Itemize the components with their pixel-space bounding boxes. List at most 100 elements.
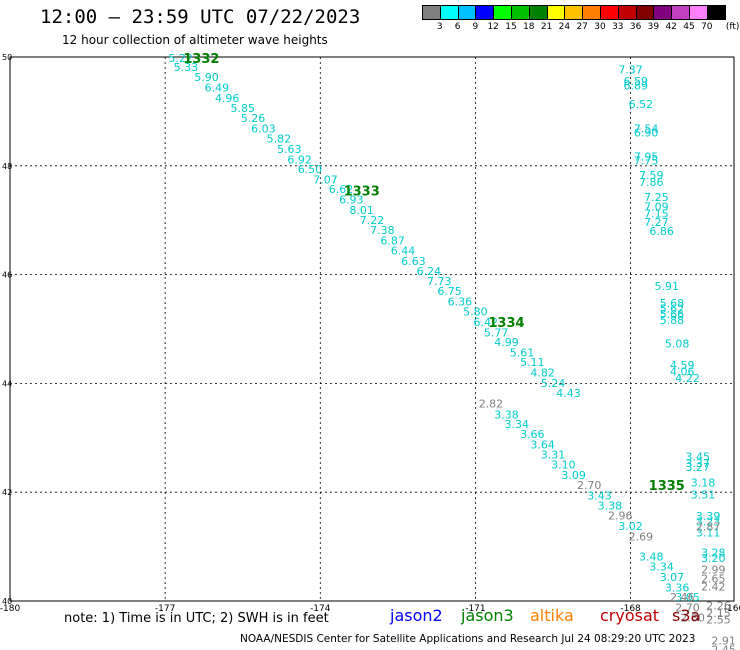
wave-height-label: 3.38 bbox=[494, 408, 519, 421]
wave-height-label: 7.22 bbox=[360, 214, 385, 227]
wave-height-label: 8.01 bbox=[349, 204, 374, 217]
wave-height-label: 3.39 bbox=[696, 510, 721, 523]
x-tick-label: -177 bbox=[155, 604, 175, 614]
wave-height-label: 3.34 bbox=[649, 561, 674, 574]
colorbar-tick-label: 30 bbox=[594, 22, 606, 32]
wave-height-label: 6.42 bbox=[474, 316, 499, 329]
wave-height-label: 6.86 bbox=[649, 225, 674, 238]
wave-height-label: 2.42 bbox=[701, 580, 726, 593]
wave-height-label: 2.87 bbox=[696, 520, 721, 533]
wave-height-label: 3.02 bbox=[618, 520, 643, 533]
orbit-number-label: 1335 bbox=[649, 479, 685, 494]
wave-height-label: 5.66 bbox=[660, 308, 685, 321]
wave-height-label: 2.91 bbox=[711, 635, 736, 648]
x-tick-label: -166 bbox=[724, 604, 740, 614]
wave-height-label: 6.36 bbox=[448, 295, 473, 308]
wave-height-label: 3.38 bbox=[598, 499, 623, 512]
wave-height-label: 6.90 bbox=[634, 127, 659, 140]
wave-height-label: 5.33 bbox=[174, 61, 199, 74]
wave-height-label: 3.48 bbox=[639, 550, 664, 563]
footnote: note: 1) Time is in UTC; 2) SWH is in fe… bbox=[64, 611, 329, 626]
wave-height-label: 7.27 bbox=[644, 216, 669, 229]
wave-height-label: 5.90 bbox=[194, 71, 219, 84]
wave-height-label: 6.24 bbox=[417, 265, 442, 278]
satellite-legend-item: altika bbox=[530, 606, 574, 625]
wave-height-label: 7.15 bbox=[644, 208, 669, 221]
wave-height-label: 5.63 bbox=[277, 143, 302, 156]
colorbar-tick-label: 70 bbox=[701, 22, 713, 32]
wave-height-label: 4.59 bbox=[670, 359, 695, 372]
wave-height-label: 3.09 bbox=[561, 469, 586, 482]
orbit-number-label: 1334 bbox=[488, 316, 524, 331]
wave-height-label: 7.25 bbox=[644, 191, 669, 204]
colorbar-tick-label: 42 bbox=[665, 22, 677, 32]
y-tick-label: 48 bbox=[2, 162, 12, 171]
wave-height-label: 4.06 bbox=[670, 365, 695, 378]
plot-frame bbox=[9, 56, 735, 602]
wave-height-label: 7.54 bbox=[634, 122, 659, 135]
wave-height-label: 3.31 bbox=[541, 449, 566, 462]
wave-height-label: 7.38 bbox=[370, 224, 395, 237]
wave-height-label: 3.20 bbox=[701, 552, 726, 565]
wave-height-label: 2.82 bbox=[479, 398, 504, 411]
colorbar-tick-label: 27 bbox=[576, 22, 588, 32]
wave-height-label: 2.70 bbox=[675, 602, 700, 615]
x-tick-label: -174 bbox=[310, 604, 331, 614]
y-tick-label: 42 bbox=[2, 488, 12, 497]
wave-height-label: 3.36 bbox=[665, 581, 690, 594]
wave-height-label: 2.69 bbox=[629, 530, 654, 543]
wave-height-label: 5.22 bbox=[168, 52, 193, 65]
y-tick-label: 46 bbox=[2, 271, 12, 280]
wave-height-label: 4.82 bbox=[530, 367, 555, 380]
wave-height-label: 5.68 bbox=[660, 297, 685, 310]
colorbar-tick-label: 24 bbox=[558, 22, 571, 32]
colorbar-tick-label: 33 bbox=[612, 22, 624, 32]
wave-height-label: 5.62 bbox=[660, 302, 685, 315]
wave-height-label: 7.59 bbox=[639, 169, 664, 182]
wave-height-label: 2.96 bbox=[608, 510, 633, 523]
colorbar-unit: (ft) bbox=[725, 22, 740, 32]
wave-height-label: 3.27 bbox=[686, 461, 711, 474]
wave-height-label: 4.96 bbox=[215, 92, 240, 105]
wave-height-label: 6.59 bbox=[623, 75, 648, 88]
wave-height-label: 7.86 bbox=[639, 176, 664, 189]
wave-height-label: 2.55 bbox=[706, 613, 731, 626]
wave-height-label: 3.37 bbox=[686, 457, 711, 470]
wave-height-label: 6.44 bbox=[391, 245, 416, 258]
wave-height-label: 5.77 bbox=[484, 326, 509, 339]
wave-height-label: 5.80 bbox=[463, 306, 488, 319]
wave-height-label: 6.63 bbox=[401, 255, 426, 268]
wave-height-label: 2.26 bbox=[706, 599, 731, 612]
wave-height-label: 3.23 bbox=[696, 516, 721, 529]
wave-height-label: 2.65 bbox=[701, 573, 726, 586]
orbit-number-label: 1333 bbox=[344, 184, 380, 199]
wave-height-label: 6.89 bbox=[623, 79, 648, 92]
wave-height-label: 7.95 bbox=[634, 151, 659, 164]
wave-height-label: 6.75 bbox=[437, 285, 462, 298]
wave-height-label: 5.08 bbox=[665, 338, 690, 351]
wave-height-label: 3.05 bbox=[675, 591, 700, 604]
colorbar-tick-label: 9 bbox=[472, 22, 479, 32]
wave-height-label: 5.11 bbox=[520, 356, 545, 369]
colorbar-tick-label: 3 bbox=[436, 22, 443, 32]
x-tick-label: -180 bbox=[0, 604, 20, 614]
wave-height-label: 3.10 bbox=[551, 458, 576, 471]
wave-height-label: 3.18 bbox=[691, 476, 716, 489]
wave-height-label: 3.43 bbox=[587, 489, 612, 502]
wave-height-label: 7.73 bbox=[427, 275, 452, 288]
wave-height-label: 5.88 bbox=[660, 314, 685, 327]
wave-height-label: 5.82 bbox=[267, 133, 292, 146]
wave-height-label: 6.49 bbox=[205, 81, 230, 94]
wave-height-label: 3.34 bbox=[505, 418, 530, 431]
wave-height-label: 3.28 bbox=[701, 547, 726, 560]
wave-height-label: 3.11 bbox=[696, 526, 721, 539]
wave-height-label: 4.22 bbox=[675, 372, 700, 385]
wave-height-label: 2.45 bbox=[711, 643, 736, 650]
wave-height-label: 5.26 bbox=[241, 112, 266, 125]
colorbar-swatch bbox=[706, 5, 726, 20]
wave-height-label: 6.93 bbox=[339, 194, 364, 207]
wave-height-label: 6.87 bbox=[380, 234, 405, 247]
colorbar-tick-label: 21 bbox=[540, 22, 553, 32]
wave-height-label: 7.75 bbox=[634, 154, 659, 167]
wave-height-label: 6.92 bbox=[287, 153, 312, 166]
